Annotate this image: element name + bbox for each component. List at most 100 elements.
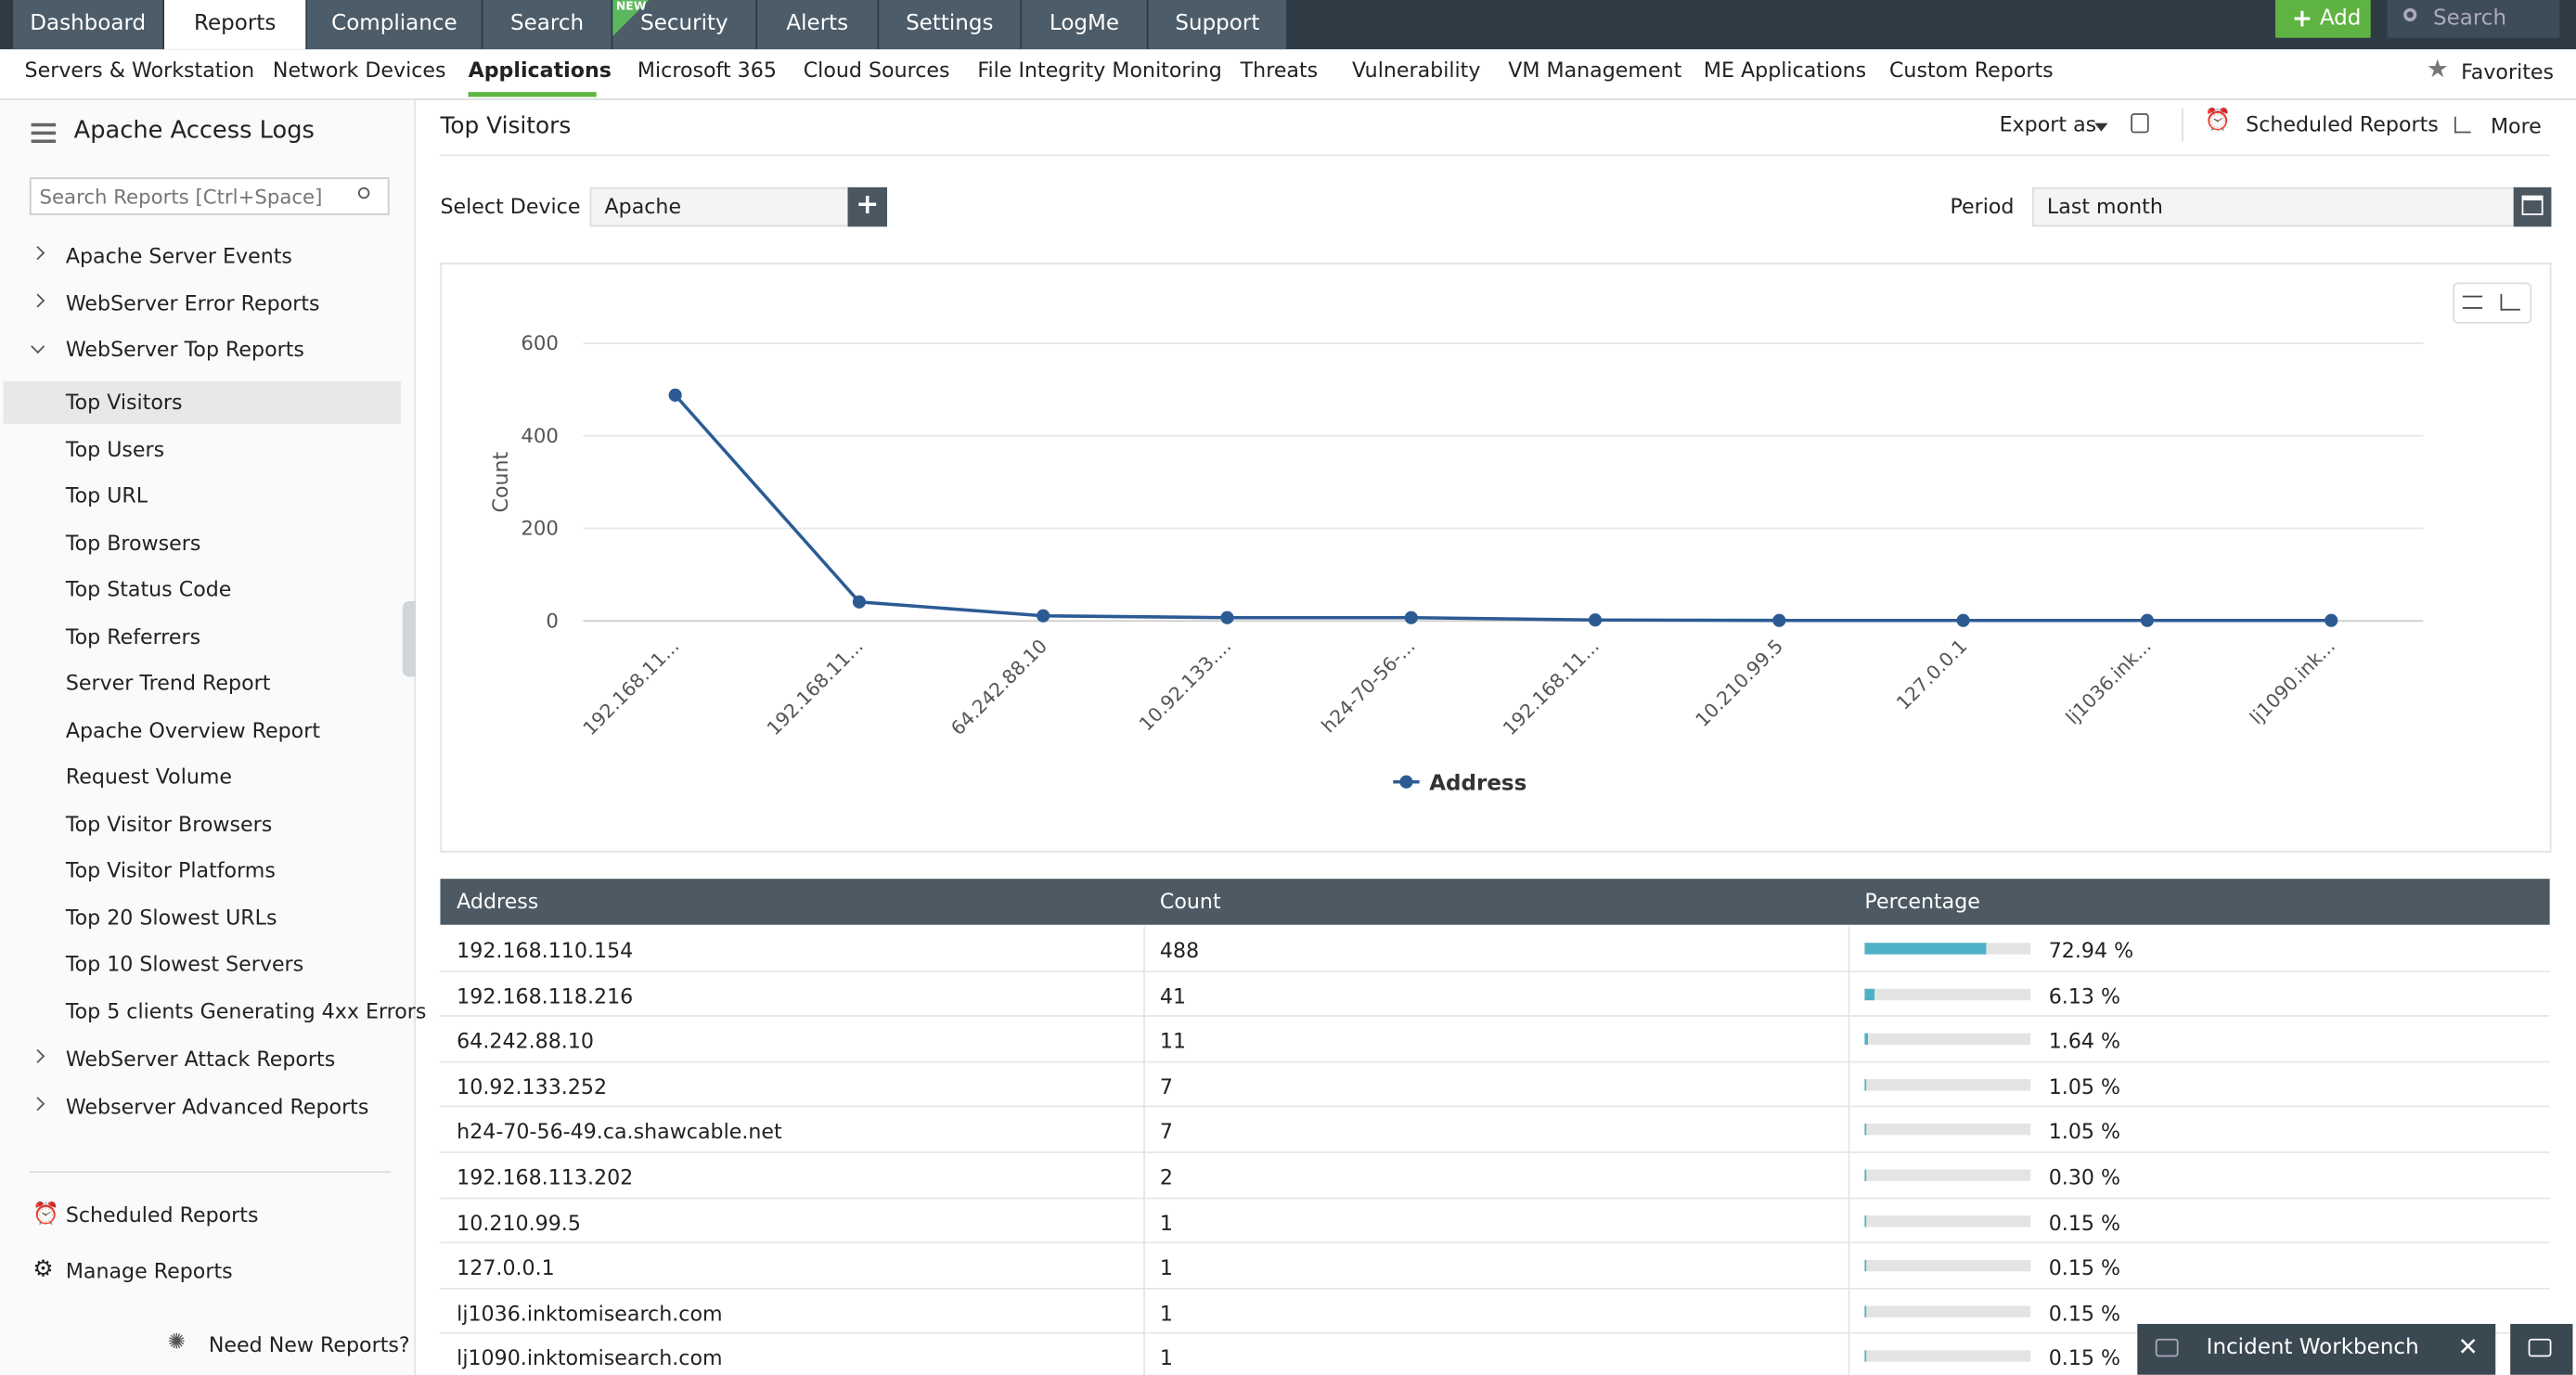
tree-item[interactable]: Top Status Code xyxy=(65,576,232,601)
column-header[interactable]: Percentage xyxy=(1864,888,1980,914)
tree-group[interactable]: WebServer Error Reports xyxy=(65,290,320,315)
percentage-bar xyxy=(1864,988,1875,1000)
column-header[interactable]: Count xyxy=(1159,888,1221,914)
data-point xyxy=(2325,613,2338,627)
tree-group[interactable]: WebServer Attack Reports xyxy=(65,1046,336,1072)
percentage-bar xyxy=(1864,943,1986,955)
device-select[interactable]: Apache xyxy=(589,186,850,227)
cell-separator xyxy=(1143,1243,1145,1290)
count-cell: 1 xyxy=(1159,1254,1173,1280)
data-point xyxy=(2140,613,2155,627)
add-plus: + xyxy=(2291,3,2312,33)
nav-tab[interactable]: Support xyxy=(1148,0,1287,50)
tree-item[interactable]: Top Visitors xyxy=(65,389,183,415)
export-as[interactable]: Export as xyxy=(1999,111,2097,136)
tree-item[interactable]: Top Referrers xyxy=(65,623,201,649)
tree-group[interactable]: Apache Server Events xyxy=(65,243,292,268)
chart-setting-button[interactable] xyxy=(2453,282,2532,324)
y-tick-label: 200 xyxy=(521,518,559,541)
nav-tab[interactable]: Dashboard xyxy=(13,0,163,50)
menu-icon-line xyxy=(31,131,57,135)
top-search[interactable]: Search xyxy=(2387,0,2560,38)
cell-separator xyxy=(1848,1017,1850,1063)
tree-item[interactable]: Top Visitor Platforms xyxy=(65,857,276,882)
incident-title[interactable]: Incident Workbench xyxy=(2206,1335,2419,1360)
x-tick-label: 64.242.88.10 xyxy=(947,635,1051,739)
tree-item[interactable]: Apache Overview Report xyxy=(65,716,321,742)
period-label: Period xyxy=(1950,193,2015,219)
address-cell: h24-70-56-49.ca.shawcable.net xyxy=(457,1119,782,1144)
sidebar-footer[interactable]: Manage Reports xyxy=(65,1258,233,1283)
scheduled-reports[interactable]: Scheduled Reports xyxy=(2246,111,2439,136)
x-tick-label: 192.168.11... xyxy=(763,635,868,739)
add-button[interactable]: Add xyxy=(2275,0,2371,38)
tree-group[interactable]: WebServer Top Reports xyxy=(65,336,304,362)
incident-icon xyxy=(2155,1338,2179,1357)
x-tick-label: 127.0.0.1 xyxy=(1892,635,1972,714)
nav-tab[interactable]: Settings xyxy=(879,0,1021,50)
cell-separator xyxy=(1848,971,1850,1018)
more[interactable]: More xyxy=(2490,113,2542,138)
device-add[interactable]: + xyxy=(847,186,888,227)
selected-item-bg xyxy=(3,380,401,424)
tree-item[interactable]: Top 10 Slowest Servers xyxy=(65,951,304,976)
tree-item[interactable]: Top 5 clients Generating 4xx Errors xyxy=(65,997,427,1023)
sub-nav-item[interactable]: Servers & Workstation xyxy=(24,57,255,83)
sub-nav-item[interactable]: Network Devices xyxy=(272,57,446,83)
sidebar-search[interactable]: Search Reports [Ctrl+Space] xyxy=(29,177,390,215)
address-cell: 192.168.110.154 xyxy=(457,937,634,963)
x-tick-label: lj1036.ink... xyxy=(2061,635,2155,728)
calendar-button[interactable] xyxy=(2513,186,2552,227)
sub-nav-item[interactable]: Applications xyxy=(468,57,612,83)
address-cell: lj1090.inktomisearch.com xyxy=(457,1345,723,1371)
address-cell: 127.0.0.1 xyxy=(457,1254,555,1280)
need-new-reports[interactable]: Need New Reports? xyxy=(208,1331,410,1357)
favorites[interactable]: Favorites xyxy=(2461,58,2555,84)
sub-nav-item[interactable]: Cloud Sources xyxy=(803,57,950,83)
menu-icon-line xyxy=(31,139,57,143)
tree-item[interactable]: Top Browsers xyxy=(65,529,201,555)
percentage-track xyxy=(1864,1214,2031,1227)
sub-nav-item[interactable]: ME Applications xyxy=(1703,57,1867,83)
chat-button[interactable] xyxy=(2510,1323,2573,1375)
tree-item[interactable]: Top URL xyxy=(65,482,148,508)
sidebar-footer[interactable]: Scheduled Reports xyxy=(65,1202,259,1227)
nav-tab[interactable]: LogMe xyxy=(1022,0,1147,50)
sub-nav-item[interactable]: Custom Reports xyxy=(1888,57,2054,83)
sub-nav-item[interactable]: Microsoft 365 xyxy=(637,57,777,83)
sub-nav-item[interactable]: Vulnerability xyxy=(1352,57,1481,83)
incident-widget[interactable] xyxy=(2137,1323,2496,1375)
data-point xyxy=(1588,613,1603,627)
tree-group[interactable]: Webserver Advanced Reports xyxy=(65,1094,369,1119)
tree-item[interactable]: Server Trend Report xyxy=(65,670,271,695)
data-point xyxy=(1956,613,1970,627)
chart-box xyxy=(440,263,2552,853)
cell-separator xyxy=(1848,1062,1850,1108)
data-point xyxy=(1772,613,1786,627)
tree-item[interactable]: Request Volume xyxy=(65,764,233,789)
tree-item[interactable]: Top 20 Slowest URLs xyxy=(65,904,277,930)
cell-separator xyxy=(1143,1334,1145,1375)
nav-tab[interactable]: Alerts xyxy=(757,0,878,50)
device-label: Select Device xyxy=(440,193,581,219)
cell-separator xyxy=(1143,1017,1145,1063)
percentage-track xyxy=(1864,1078,2031,1091)
sub-nav-item[interactable]: VM Management xyxy=(1508,57,1682,83)
footer-icon: ⏰ xyxy=(32,1202,60,1227)
column-header[interactable]: Address xyxy=(457,888,539,914)
nav-tab[interactable]: Search xyxy=(483,0,612,50)
nav-tab[interactable]: Reports xyxy=(164,0,306,50)
address-cell: 10.92.133.252 xyxy=(457,1073,608,1099)
table-row xyxy=(440,1289,2550,1335)
sub-nav-item[interactable]: Threats xyxy=(1240,57,1319,83)
tree-item[interactable]: Top Users xyxy=(65,436,165,461)
incident-close[interactable]: ✕ xyxy=(2457,1331,2479,1362)
cell-separator xyxy=(1143,1198,1145,1244)
nav-tab[interactable]: Compliance xyxy=(307,0,482,50)
percentage-cell: 0.15 % xyxy=(2048,1254,2121,1280)
toolbar-sep xyxy=(2182,108,2183,142)
period-select[interactable]: Last month xyxy=(2031,186,2516,227)
percentage-cell: 0.15 % xyxy=(2048,1210,2121,1235)
sub-nav-item[interactable]: File Integrity Monitoring xyxy=(977,57,1222,83)
tree-item[interactable]: Top Visitor Browsers xyxy=(65,810,273,836)
